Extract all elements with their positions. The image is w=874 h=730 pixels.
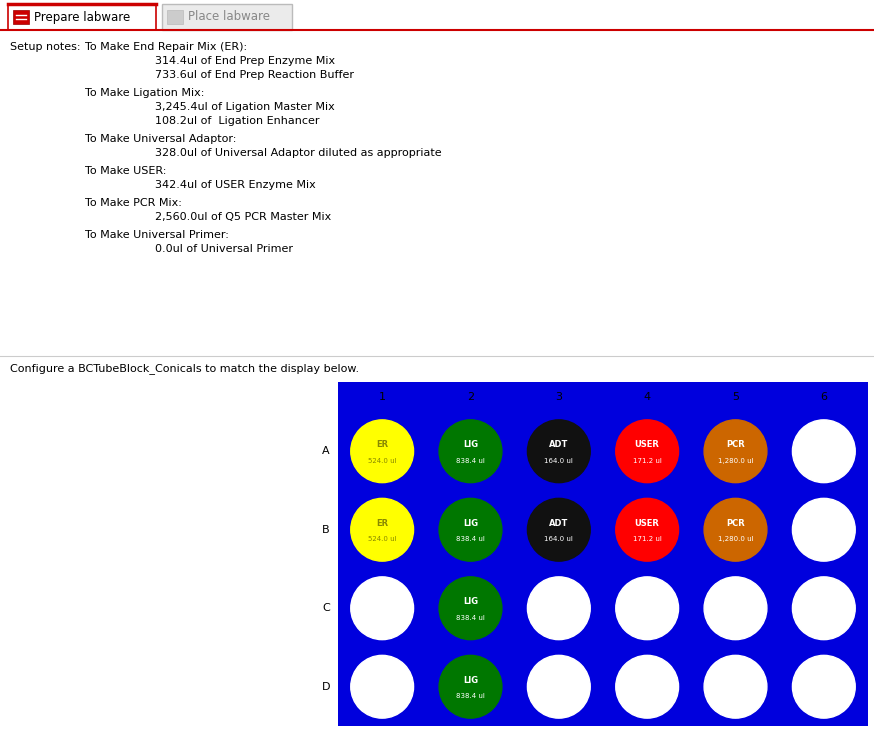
Text: To Make Universal Adaptor:: To Make Universal Adaptor: [85, 134, 236, 144]
Text: 838.4 ul: 838.4 ul [456, 615, 485, 620]
Text: 1: 1 [378, 392, 385, 402]
Circle shape [704, 577, 766, 639]
Text: C: C [323, 603, 329, 613]
Text: A: A [323, 446, 329, 456]
Text: 5: 5 [732, 392, 739, 402]
Circle shape [527, 577, 590, 639]
Text: 6: 6 [821, 392, 828, 402]
Text: 108.2ul of  Ligation Enhancer: 108.2ul of Ligation Enhancer [155, 116, 320, 126]
Circle shape [439, 577, 502, 639]
Text: 2: 2 [467, 392, 474, 402]
Text: 4: 4 [643, 392, 651, 402]
Circle shape [793, 420, 856, 483]
Circle shape [616, 420, 678, 483]
Circle shape [793, 499, 856, 561]
Circle shape [616, 577, 678, 639]
Circle shape [350, 577, 413, 639]
Text: To Make USER:: To Make USER: [85, 166, 166, 176]
Text: 1,280.0 ul: 1,280.0 ul [718, 536, 753, 542]
Text: To Make End Repair Mix (ER):: To Make End Repair Mix (ER): [85, 42, 247, 52]
Text: 1,280.0 ul: 1,280.0 ul [718, 458, 753, 464]
Text: 2,560.0ul of Q5 PCR Master Mix: 2,560.0ul of Q5 PCR Master Mix [155, 212, 331, 222]
Text: To Make PCR Mix:: To Make PCR Mix: [85, 198, 182, 208]
Text: USER: USER [635, 519, 660, 528]
FancyBboxPatch shape [8, 4, 156, 30]
Text: LIG: LIG [463, 676, 478, 685]
Text: 0.0ul of Universal Primer: 0.0ul of Universal Primer [155, 244, 293, 254]
Bar [0, 356, 874, 380]
Text: ER: ER [376, 440, 388, 450]
Circle shape [350, 656, 413, 718]
Circle shape [616, 499, 678, 561]
Text: 164.0 ul: 164.0 ul [545, 536, 573, 542]
Text: Setup notes:: Setup notes: [10, 42, 80, 52]
Text: 524.0 ul: 524.0 ul [368, 458, 397, 464]
Text: Configure a BCTubeBlock_Conicals to match the display below.: Configure a BCTubeBlock_Conicals to matc… [10, 363, 359, 374]
Text: 314.4ul of End Prep Enzyme Mix: 314.4ul of End Prep Enzyme Mix [155, 56, 335, 66]
Text: 838.4 ul: 838.4 ul [456, 694, 485, 699]
Text: To Make Universal Primer:: To Make Universal Primer: [85, 230, 229, 240]
Text: 3,245.4ul of Ligation Master Mix: 3,245.4ul of Ligation Master Mix [155, 102, 335, 112]
Text: To Make Ligation Mix:: To Make Ligation Mix: [85, 88, 205, 98]
Text: B: B [323, 525, 329, 535]
Circle shape [704, 499, 766, 561]
Circle shape [527, 656, 590, 718]
Text: PCR: PCR [726, 519, 745, 528]
Text: 171.2 ul: 171.2 ul [633, 536, 662, 542]
Text: Place labware: Place labware [188, 10, 270, 23]
Text: 164.0 ul: 164.0 ul [545, 458, 573, 464]
Text: LIG: LIG [463, 440, 478, 450]
Text: 838.4 ul: 838.4 ul [456, 536, 485, 542]
Text: ADT: ADT [549, 440, 568, 450]
Text: 342.4ul of USER Enzyme Mix: 342.4ul of USER Enzyme Mix [155, 180, 316, 190]
Text: ADT: ADT [549, 519, 568, 528]
Text: LIG: LIG [463, 519, 478, 528]
Text: LIG: LIG [463, 597, 478, 607]
Circle shape [527, 420, 590, 483]
Circle shape [793, 656, 856, 718]
Text: Prepare labware: Prepare labware [34, 10, 130, 23]
Circle shape [439, 420, 502, 483]
Bar [338, 382, 868, 726]
Text: 328.0ul of Universal Adaptor diluted as appropriate: 328.0ul of Universal Adaptor diluted as … [155, 148, 441, 158]
Circle shape [704, 656, 766, 718]
Circle shape [704, 420, 766, 483]
Circle shape [350, 499, 413, 561]
Circle shape [439, 656, 502, 718]
Text: 524.0 ul: 524.0 ul [368, 536, 397, 542]
Text: D: D [322, 682, 330, 692]
Bar [0, 32, 874, 360]
Text: PCR: PCR [726, 440, 745, 450]
Text: USER: USER [635, 440, 660, 450]
Circle shape [350, 420, 413, 483]
Text: 733.6ul of End Prep Reaction Buffer: 733.6ul of End Prep Reaction Buffer [155, 70, 354, 80]
Circle shape [439, 499, 502, 561]
Circle shape [793, 577, 856, 639]
Circle shape [616, 656, 678, 718]
Text: 3: 3 [555, 392, 562, 402]
FancyBboxPatch shape [167, 10, 183, 24]
Text: 838.4 ul: 838.4 ul [456, 458, 485, 464]
Text: 171.2 ul: 171.2 ul [633, 458, 662, 464]
Circle shape [527, 499, 590, 561]
FancyBboxPatch shape [13, 10, 29, 24]
Text: ER: ER [376, 519, 388, 528]
FancyBboxPatch shape [162, 4, 292, 30]
